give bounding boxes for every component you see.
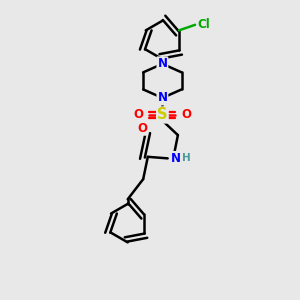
Text: O: O xyxy=(133,109,143,122)
Text: N: N xyxy=(158,92,167,104)
Text: O: O xyxy=(137,122,147,135)
Text: S: S xyxy=(157,107,168,122)
Text: N: N xyxy=(171,152,181,165)
Text: Cl: Cl xyxy=(197,18,210,31)
Text: H: H xyxy=(182,153,190,164)
Text: N: N xyxy=(158,57,167,70)
Text: O: O xyxy=(182,109,192,122)
